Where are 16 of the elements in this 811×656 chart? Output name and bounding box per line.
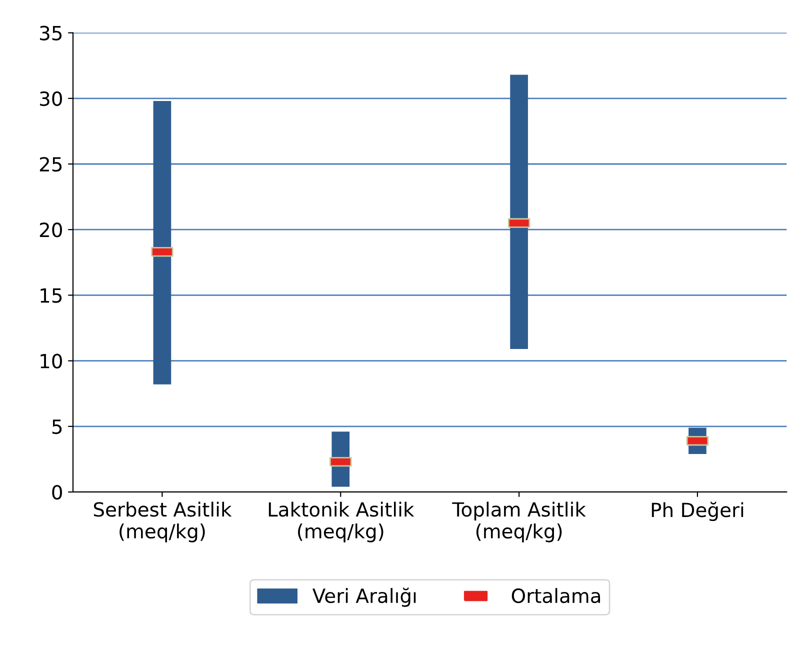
y-tick-label: 0 bbox=[52, 484, 62, 500]
y-tick-label: 15 bbox=[40, 288, 62, 303]
bar bbox=[153, 101, 172, 384]
bar bbox=[510, 74, 528, 349]
x-tick-label: Serbest Asitlik (meq/kg) bbox=[94, 502, 232, 542]
y-tick-label: 25 bbox=[40, 156, 62, 172]
y-tick-label: 10 bbox=[40, 354, 62, 368]
legend-label: Ortalama bbox=[512, 588, 600, 604]
x-tick-label: Ph Değeri bbox=[652, 502, 744, 522]
y-tick-label: 30 bbox=[40, 91, 62, 106]
y-tick-label: 5 bbox=[52, 420, 62, 434]
y-tick-label: 35 bbox=[40, 26, 62, 40]
y-tick-label: 20 bbox=[40, 222, 62, 238]
x-tick-label: Toplam Asitlik (meq/kg) bbox=[452, 502, 586, 542]
x-tick-label: Laktonik Asitlik (meq/kg) bbox=[268, 502, 414, 542]
legend-label: Veri Aralığı bbox=[312, 588, 416, 607]
